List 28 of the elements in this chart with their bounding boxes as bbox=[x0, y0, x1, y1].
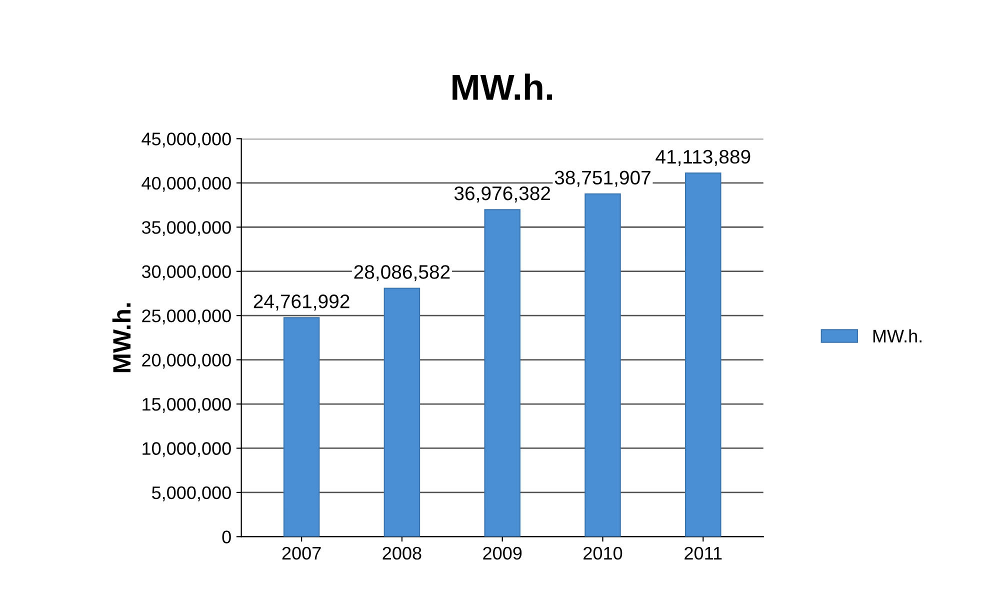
y-tick-label: 35,000,000 bbox=[142, 221, 231, 236]
legend-label: MW.h. bbox=[873, 329, 922, 342]
x-tick-label: 2009 bbox=[483, 546, 522, 560]
data-label: 41,113,889 bbox=[656, 150, 750, 166]
y-tick-label: 5,000,000 bbox=[152, 486, 231, 502]
y-tick-label: 45,000,000 bbox=[142, 132, 231, 148]
bar bbox=[484, 209, 520, 537]
x-tick-label: 2007 bbox=[282, 546, 321, 560]
y-tick-label: 10,000,000 bbox=[142, 442, 231, 458]
x-tick-label: 2008 bbox=[382, 546, 422, 560]
bar bbox=[283, 317, 320, 537]
y-tick-label: 25,000,000 bbox=[142, 310, 231, 324]
data-label: 36,976,382 bbox=[454, 186, 550, 203]
data-label: 38,751,907 bbox=[554, 170, 650, 187]
y-axis-title: MW.h. bbox=[112, 303, 131, 372]
data-label: 24,761,992 bbox=[254, 294, 350, 311]
chart-title: MW.h. bbox=[452, 74, 552, 100]
y-tick-label: 20,000,000 bbox=[142, 354, 231, 369]
x-tick-label: 2010 bbox=[584, 546, 622, 560]
y-tick-label: 40,000,000 bbox=[142, 176, 231, 192]
data-label: 28,086,582 bbox=[354, 265, 450, 282]
y-tick-label: 30,000,000 bbox=[142, 265, 231, 280]
y-tick-label: 0 bbox=[222, 530, 231, 544]
bar bbox=[685, 172, 722, 537]
y-tick-label: 15,000,000 bbox=[142, 398, 231, 413]
bar bbox=[584, 193, 621, 537]
bar bbox=[384, 288, 420, 537]
x-tick-label: 2011 bbox=[684, 546, 722, 560]
